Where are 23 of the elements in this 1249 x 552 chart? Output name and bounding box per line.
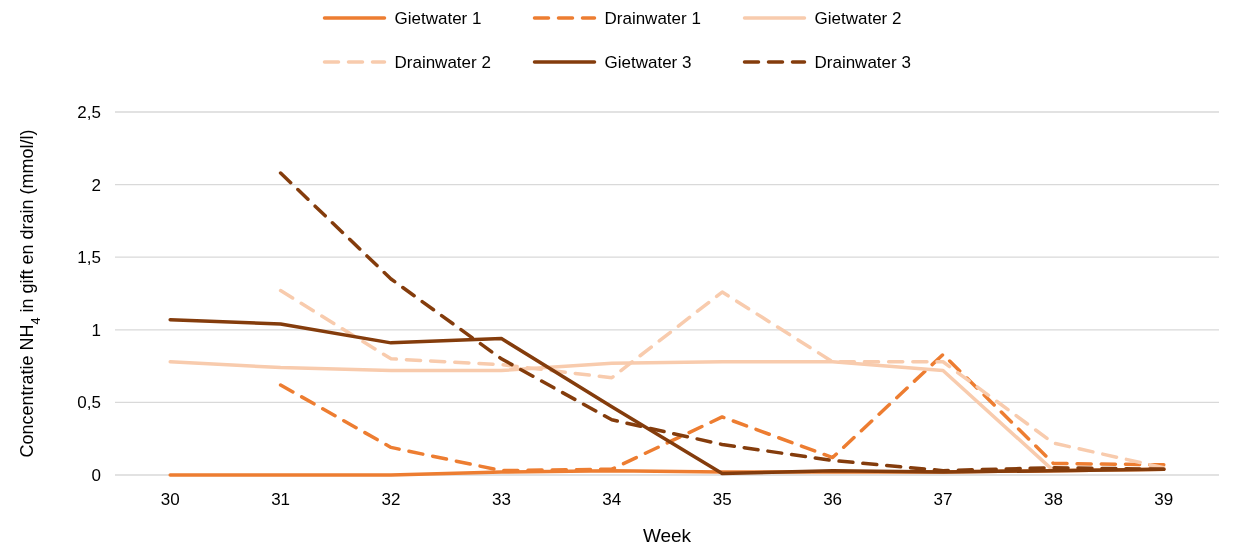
y-tick-label: 1,5 — [77, 248, 101, 268]
x-tick-label: 39 — [1154, 490, 1174, 509]
legend-label: Drainwater 2 — [394, 53, 491, 72]
y-tick-label: 0,5 — [77, 393, 101, 413]
legend-label: Gietwater 3 — [604, 53, 692, 72]
legend-label: Drainwater 1 — [604, 9, 701, 28]
x-tick-label: 31 — [271, 490, 291, 509]
x-tick-label: 35 — [712, 490, 732, 509]
y-tick-label: 2 — [91, 175, 101, 195]
y-tick-label: 0 — [91, 466, 101, 485]
legend-label: Gietwater 1 — [394, 9, 482, 28]
y-tick-label: 2,5 — [77, 103, 101, 122]
y-tick-label: 1 — [91, 320, 101, 340]
x-tick-label: 34 — [602, 490, 622, 509]
x-tick-label: 37 — [933, 490, 953, 509]
legend-label: Gietwater 2 — [814, 9, 902, 28]
legend-label: Drainwater 3 — [814, 53, 911, 72]
x-tick-label: 33 — [491, 490, 511, 509]
x-axis-title: Week — [642, 525, 692, 546]
x-tick-label: 30 — [160, 490, 180, 509]
x-tick-label: 36 — [823, 490, 843, 509]
x-tick-label: 32 — [381, 490, 401, 509]
x-tick-label: 38 — [1043, 490, 1063, 509]
